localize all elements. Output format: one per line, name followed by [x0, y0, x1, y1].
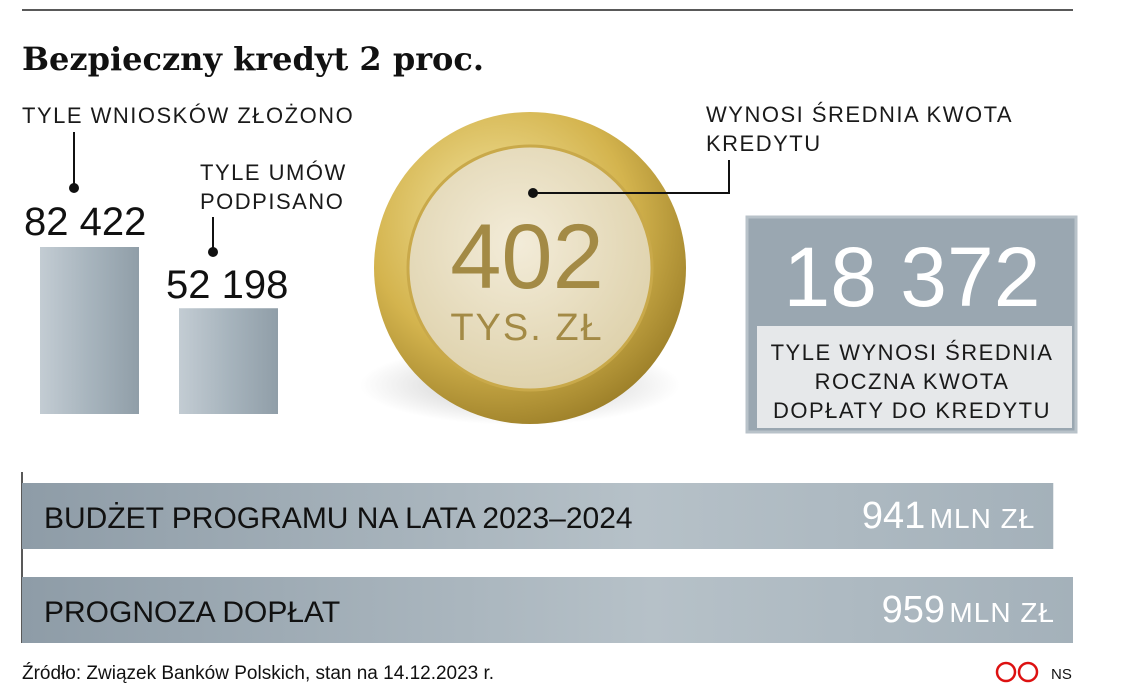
credit: NS [1051, 666, 1072, 683]
label: PODPISANO [200, 189, 344, 214]
bar [22, 483, 1054, 549]
bar [179, 308, 278, 414]
coin-unit: TYS. ZŁ [450, 307, 603, 349]
value: 941 [862, 495, 925, 537]
dot [208, 247, 218, 257]
label: TYLE WYNOSI ŚREDNIA [771, 340, 1054, 365]
coin-value: 402 [450, 206, 604, 308]
bar-value: 941 MLN ZŁ [862, 495, 1035, 537]
bar [22, 577, 1073, 643]
label: TYLE WNIOSKÓW ZŁOŻONO [22, 103, 354, 128]
value: 82 422 [24, 200, 146, 244]
leader [533, 160, 730, 194]
title: Bezpieczny kredyt 2 proc. [22, 40, 484, 78]
bar-label: PROGNOZA DOPŁAT [44, 596, 340, 629]
logo [1017, 661, 1039, 683]
coin-face [406, 144, 654, 392]
bar-label: BUDŻET PROGRAMU NA LATA 2023–2024 [44, 502, 633, 535]
label: WYNOSI ŚREDNIA KWOTA [706, 102, 1013, 127]
unit: MLN ZŁ [930, 503, 1036, 534]
subsidy-value: 18 372 [784, 230, 1041, 324]
dot [69, 183, 79, 193]
value: 959 [882, 589, 945, 631]
label: DOPŁATY DO KREDYTU [773, 398, 1051, 423]
value: 52 198 [166, 263, 288, 307]
source: Źródło: Związek Banków Polskich, stan na… [22, 663, 494, 684]
label: KREDYTU [706, 131, 822, 156]
bar [40, 247, 139, 414]
subsidy-caption-box [757, 326, 1072, 428]
label: ROCZNA KWOTA [815, 369, 1010, 394]
bar-value: 959 MLN ZŁ [882, 589, 1055, 631]
label: TYLE UMÓW [200, 160, 347, 185]
unit: MLN ZŁ [949, 597, 1055, 628]
logo [995, 661, 1017, 683]
